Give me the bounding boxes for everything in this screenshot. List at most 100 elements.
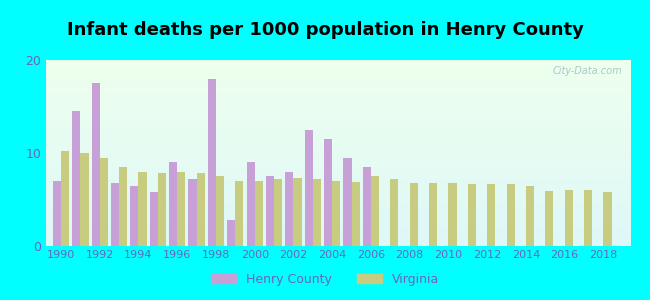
Bar — [46, 134, 630, 136]
Bar — [81, 153, 88, 246]
Bar — [46, 229, 630, 231]
Bar — [371, 176, 379, 246]
Bar — [46, 116, 630, 118]
Bar — [46, 157, 630, 159]
Bar — [46, 110, 630, 112]
Bar — [46, 119, 630, 122]
Bar — [158, 173, 166, 246]
Bar — [46, 190, 630, 192]
Bar — [352, 182, 359, 246]
Bar — [46, 140, 630, 142]
Bar — [46, 224, 630, 226]
Bar — [138, 172, 147, 246]
Bar — [324, 139, 332, 246]
Bar — [46, 82, 630, 84]
Bar — [46, 220, 630, 222]
Bar — [46, 160, 630, 162]
Bar — [208, 79, 216, 246]
Bar — [46, 71, 630, 73]
Bar — [46, 187, 630, 188]
Bar — [46, 226, 630, 227]
Bar — [46, 77, 630, 79]
Bar — [46, 166, 630, 168]
Bar — [46, 211, 630, 212]
Bar — [46, 94, 630, 95]
Bar — [119, 167, 127, 246]
Bar — [46, 146, 630, 147]
Bar — [46, 159, 630, 161]
Bar — [46, 205, 630, 207]
Bar — [266, 176, 274, 246]
Bar — [46, 136, 630, 138]
Bar — [46, 233, 630, 235]
Bar — [227, 220, 235, 246]
Bar — [468, 184, 476, 246]
Bar — [545, 191, 553, 246]
Bar — [603, 192, 612, 246]
Bar — [46, 66, 630, 68]
Bar — [46, 192, 630, 194]
Bar — [46, 177, 630, 179]
Bar — [46, 238, 630, 240]
Bar — [46, 149, 630, 151]
Bar — [46, 125, 630, 127]
Bar — [46, 164, 630, 166]
Bar — [46, 73, 630, 75]
Bar — [565, 190, 573, 246]
Bar — [235, 181, 244, 246]
Bar — [111, 183, 119, 246]
Bar — [46, 227, 630, 229]
Bar — [255, 181, 263, 246]
Bar — [46, 151, 630, 153]
Bar — [177, 172, 185, 246]
Bar — [246, 162, 255, 246]
Text: Infant deaths per 1000 population in Henry County: Infant deaths per 1000 population in Hen… — [66, 21, 584, 39]
Bar — [46, 179, 630, 181]
Bar — [46, 129, 630, 131]
Bar — [46, 170, 630, 172]
Bar — [332, 181, 341, 246]
Bar — [46, 122, 630, 123]
Bar — [363, 167, 371, 246]
Bar — [46, 216, 630, 218]
Bar — [46, 138, 630, 140]
Bar — [46, 194, 630, 196]
Bar — [46, 92, 630, 94]
Bar — [46, 133, 630, 134]
Bar — [72, 111, 81, 246]
Bar — [46, 222, 630, 224]
Bar — [46, 155, 630, 157]
Bar — [46, 88, 630, 90]
Bar — [46, 172, 630, 173]
Bar — [429, 183, 437, 246]
Bar — [46, 162, 630, 164]
Bar — [46, 244, 630, 246]
Bar — [196, 173, 205, 246]
Bar — [46, 90, 630, 92]
Bar — [46, 127, 630, 129]
Text: City-Data.com: City-Data.com — [552, 66, 621, 76]
Legend: Henry County, Virginia: Henry County, Virginia — [206, 268, 444, 291]
Bar — [285, 172, 293, 246]
Bar — [46, 168, 630, 170]
Bar — [46, 112, 630, 114]
Bar — [410, 183, 418, 246]
Bar — [46, 103, 630, 105]
Bar — [487, 184, 495, 246]
Bar — [46, 209, 630, 211]
Bar — [506, 184, 515, 246]
Bar — [46, 101, 630, 103]
Bar — [343, 158, 352, 246]
Bar — [216, 176, 224, 246]
Bar — [46, 218, 630, 220]
Bar — [46, 97, 630, 99]
Bar — [46, 184, 630, 187]
Bar — [46, 200, 630, 201]
Bar — [150, 192, 158, 246]
Bar — [46, 118, 630, 119]
Bar — [305, 130, 313, 246]
Bar — [46, 212, 630, 214]
Bar — [46, 198, 630, 200]
Bar — [293, 178, 302, 246]
Bar — [390, 179, 398, 246]
